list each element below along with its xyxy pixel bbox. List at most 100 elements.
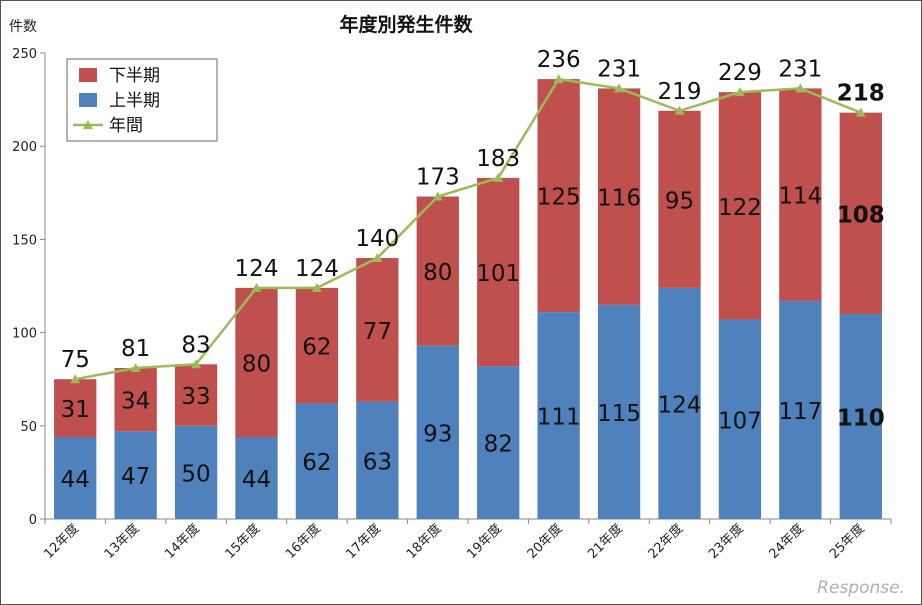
line-marker xyxy=(493,172,504,182)
line-marker xyxy=(251,282,262,292)
data-label-lower-half: 95 xyxy=(665,188,694,214)
x-tick-label: 18年度 xyxy=(403,521,444,562)
y-tick-label: 50 xyxy=(20,420,37,435)
bar-upper-half xyxy=(839,313,882,519)
x-tick-label: 15年度 xyxy=(222,521,263,562)
legend-label: 年間 xyxy=(109,116,143,136)
line-marker xyxy=(614,83,625,93)
data-label-lower-half: 80 xyxy=(423,260,452,286)
line-marker xyxy=(553,74,564,84)
bar-upper-half xyxy=(356,401,399,519)
bar-upper-half xyxy=(718,319,762,519)
line-marker xyxy=(795,83,806,93)
bar-lower-half xyxy=(718,92,762,320)
bar-lower-half xyxy=(174,364,218,426)
data-label-annual: 140 xyxy=(355,226,399,252)
data-label-upper-half: 111 xyxy=(537,405,581,431)
data-label-lower-half: 77 xyxy=(363,319,392,345)
data-label-upper-half: 44 xyxy=(61,467,90,493)
bar-lower-half xyxy=(537,79,580,313)
data-label-annual: 75 xyxy=(61,347,90,373)
legend-swatch-lower-half xyxy=(79,68,97,82)
bar-upper-half xyxy=(779,300,822,519)
line-marker xyxy=(674,105,685,115)
x-tick-label: 21年度 xyxy=(585,521,626,562)
y-tick-label: 200 xyxy=(12,140,37,155)
line-annual xyxy=(74,77,862,381)
legend-label: 上半期 xyxy=(109,91,160,111)
x-tick-label: 14年度 xyxy=(162,521,203,562)
x-tick-label: 22年度 xyxy=(645,521,686,562)
bar-upper-half xyxy=(114,431,157,519)
watermark-logo: Response. xyxy=(817,578,905,598)
x-tick-label: 13年度 xyxy=(101,521,142,562)
bar-lower-half xyxy=(356,258,399,402)
data-label-annual: 124 xyxy=(295,256,339,282)
data-label-annual: 81 xyxy=(121,336,150,362)
data-label-upper-half: 82 xyxy=(484,432,513,458)
data-label-annual: 236 xyxy=(537,47,581,73)
bar-upper-half xyxy=(174,425,218,519)
line-marker xyxy=(734,87,745,97)
y-axis-title: 件数 xyxy=(9,19,37,35)
bar-lower-half xyxy=(597,88,641,305)
data-label-upper-half: 117 xyxy=(778,399,822,425)
line-marker xyxy=(432,191,443,201)
bar-lower-half xyxy=(658,110,701,288)
y-tick-label: 250 xyxy=(12,47,37,62)
bar-upper-half xyxy=(537,312,580,519)
bar-lower-half xyxy=(416,196,459,346)
data-label-upper-half: 50 xyxy=(181,461,210,487)
line-marker xyxy=(311,282,322,292)
chart-title: 年度別発生件数 xyxy=(339,13,473,36)
data-label-lower-half: 80 xyxy=(242,351,271,377)
data-label-upper-half: 115 xyxy=(597,401,641,427)
data-label-annual: 183 xyxy=(476,146,520,172)
data-label-annual: 173 xyxy=(416,165,460,191)
y-tick-label: 0 xyxy=(29,513,37,528)
x-tick-label: 23年度 xyxy=(705,521,746,562)
line-marker xyxy=(70,374,81,384)
data-label-lower-half: 108 xyxy=(837,202,885,228)
data-label-annual: 124 xyxy=(235,256,279,282)
data-label-annual: 219 xyxy=(658,79,702,105)
data-label-upper-half: 110 xyxy=(837,405,885,431)
data-label-upper-half: 62 xyxy=(302,450,331,476)
bar-lower-half xyxy=(477,177,520,367)
bar-upper-half xyxy=(235,436,278,519)
x-tick-label: 16年度 xyxy=(282,521,323,562)
x-tick-label: 24年度 xyxy=(766,521,807,562)
data-label-lower-half: 116 xyxy=(597,186,641,212)
data-label-upper-half: 93 xyxy=(423,421,452,447)
legend-label: 下半期 xyxy=(109,66,160,86)
bar-upper-half xyxy=(658,287,701,519)
legend-swatch-upper-half xyxy=(79,93,97,107)
data-label-lower-half: 62 xyxy=(302,335,331,361)
bar-lower-half xyxy=(295,287,339,404)
bar-lower-half xyxy=(114,368,157,432)
bar-upper-half xyxy=(416,345,459,519)
data-label-upper-half: 44 xyxy=(242,467,271,493)
y-tick-label: 150 xyxy=(12,233,37,248)
data-label-lower-half: 31 xyxy=(61,397,90,423)
data-label-lower-half: 114 xyxy=(778,184,822,210)
data-label-upper-half: 47 xyxy=(121,464,150,490)
data-label-upper-half: 63 xyxy=(363,449,392,475)
bar-lower-half xyxy=(779,88,822,301)
data-label-upper-half: 107 xyxy=(718,408,762,434)
data-label-lower-half: 34 xyxy=(121,389,150,415)
bar-lower-half xyxy=(235,287,278,437)
bar-upper-half xyxy=(597,304,641,519)
legend-swatch-annual-marker xyxy=(83,120,93,129)
bar-lower-half xyxy=(839,112,882,314)
data-label-upper-half: 124 xyxy=(658,392,702,418)
data-label-lower-half: 33 xyxy=(181,384,210,410)
line-marker xyxy=(855,107,866,117)
line-marker xyxy=(372,253,383,263)
line-marker xyxy=(191,359,202,369)
x-tick-label: 19年度 xyxy=(464,521,505,562)
data-label-lower-half: 101 xyxy=(476,261,520,287)
data-label-lower-half: 125 xyxy=(537,185,581,211)
data-label-lower-half: 122 xyxy=(718,195,762,221)
